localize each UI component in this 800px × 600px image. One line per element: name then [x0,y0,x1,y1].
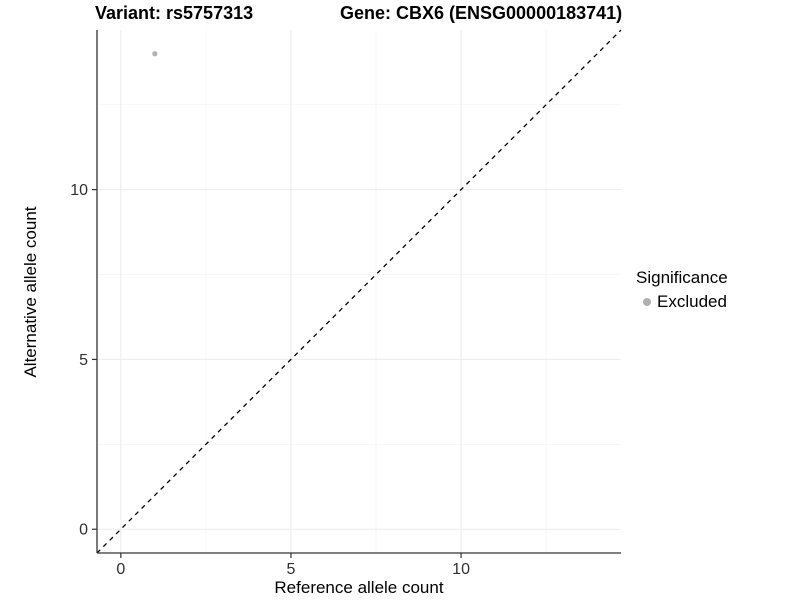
x-tick-label: 10 [452,561,470,578]
x-tick-label: 5 [286,561,295,578]
y-tick-label: 0 [79,522,88,539]
legend-title: Significance [636,268,728,287]
data-point [152,51,158,57]
y-axis-title: Alternative allele count [21,206,40,378]
legend: Significance Excluded [636,268,728,311]
legend-item-excluded: Excluded [636,292,728,311]
y-tick-label: 10 [70,182,88,199]
gene-title: Gene: CBX6 (ENSG00000183741) [340,3,623,23]
legend-point-icon [643,297,651,306]
identity-line [96,29,622,554]
x-tick-label: 0 [116,561,125,578]
x-axis-title: Reference allele count [274,578,444,597]
legend-item-label: Excluded [657,292,727,311]
y-tick-label: 5 [79,352,88,369]
variant-title: Variant: rs5757313 [95,3,254,23]
